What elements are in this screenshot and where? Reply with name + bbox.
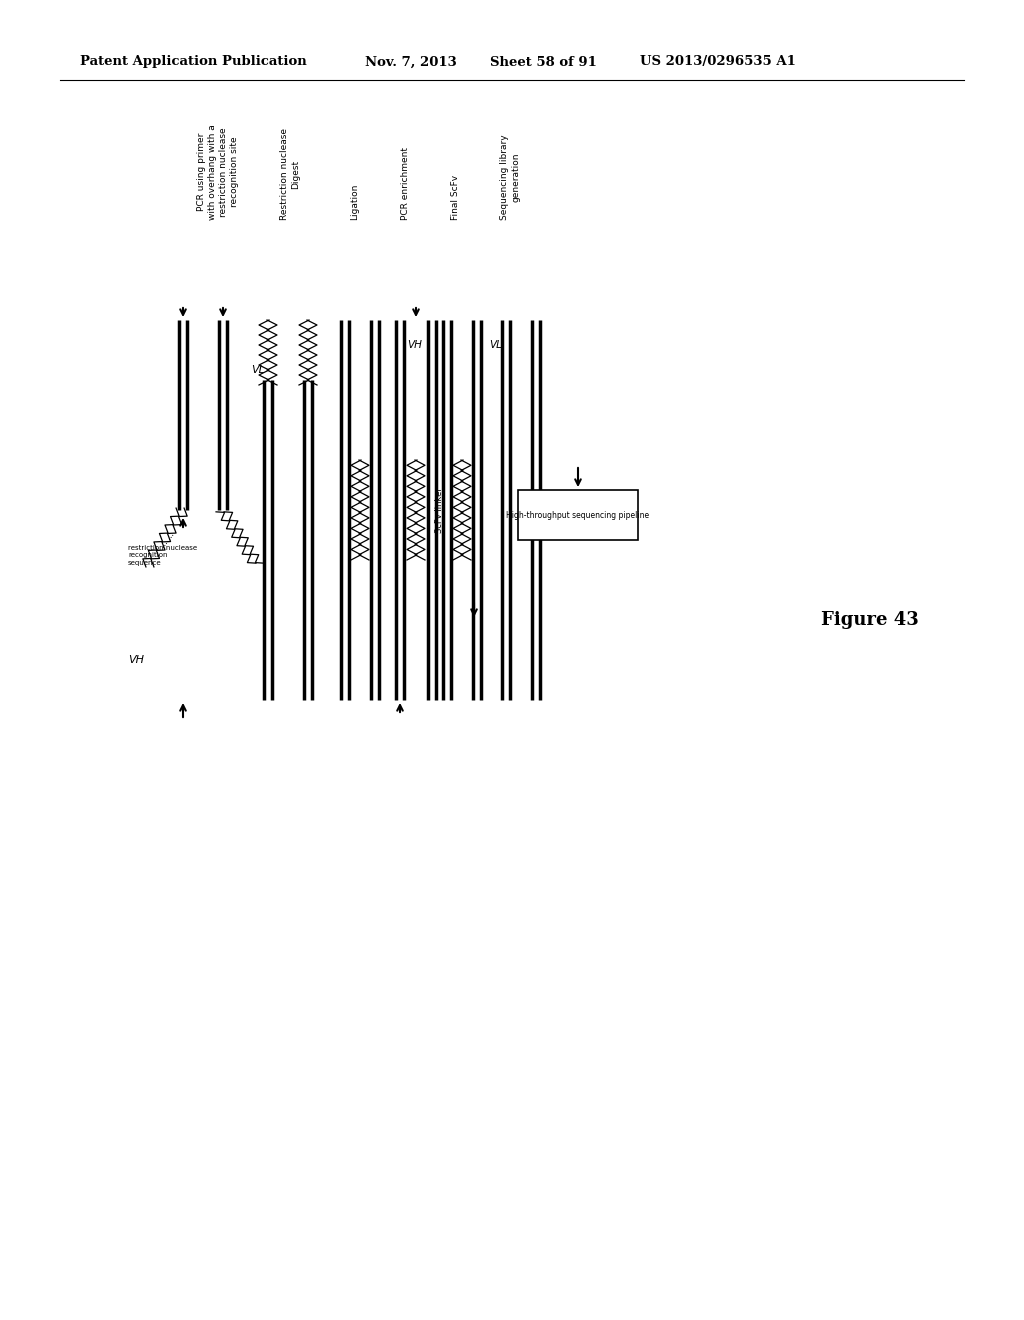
Text: Ligation: Ligation xyxy=(350,183,359,220)
Text: Final ScFv: Final ScFv xyxy=(451,174,460,220)
Text: Sequencing library
generation: Sequencing library generation xyxy=(500,135,520,220)
Text: High-throughput sequencing pipeline: High-throughput sequencing pipeline xyxy=(507,511,649,520)
Text: Nov. 7, 2013: Nov. 7, 2013 xyxy=(365,55,457,69)
Text: Figure 43: Figure 43 xyxy=(821,611,919,630)
Text: Patent Application Publication: Patent Application Publication xyxy=(80,55,307,69)
Text: PCR using primer
with overhang with a
restriction nuclease
recognition site: PCR using primer with overhang with a re… xyxy=(197,124,240,220)
Text: restriction nuclease
recognition
sequence: restriction nuclease recognition sequenc… xyxy=(128,545,198,566)
Text: US 2013/0296535 A1: US 2013/0296535 A1 xyxy=(640,55,796,69)
Text: Restriction nuclease
Digest: Restriction nuclease Digest xyxy=(280,128,300,220)
Text: PCR enrichment: PCR enrichment xyxy=(400,147,410,220)
Text: ScFv linker: ScFv linker xyxy=(435,487,444,533)
Text: VL: VL xyxy=(489,341,502,350)
Text: VH: VH xyxy=(128,655,144,665)
Text: Sheet 58 of 91: Sheet 58 of 91 xyxy=(490,55,597,69)
Text: VL: VL xyxy=(251,366,265,375)
Text: VH: VH xyxy=(408,341,422,350)
Bar xyxy=(518,490,638,540)
